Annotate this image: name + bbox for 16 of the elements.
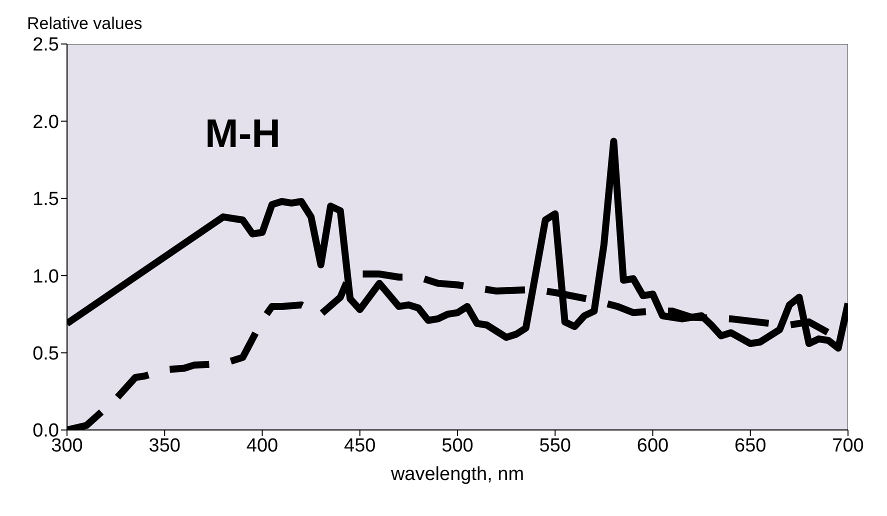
y-tick-label: 2.0 [32,112,59,133]
y-tick-label: 1.0 [32,266,59,288]
y-tick-label: 1.5 [32,189,59,210]
y-tick-label: 0.5 [32,344,59,365]
x-tick-label: 500 [442,435,474,456]
x-tick-label: 600 [636,435,669,456]
annotation: M-H [205,112,281,157]
x-tick-label: 450 [344,435,376,456]
y-tick-label: 2.5 [32,34,59,56]
x-tick-label: 700 [832,435,864,456]
x-axis-title: wavelength, nm [390,464,524,485]
y-axis-title: Relative values [27,14,142,34]
x-tick-label: 650 [734,435,766,456]
x-tick-label: 550 [539,435,571,456]
x-tick-label: 350 [148,435,180,456]
x-tick-label: 400 [246,435,278,456]
